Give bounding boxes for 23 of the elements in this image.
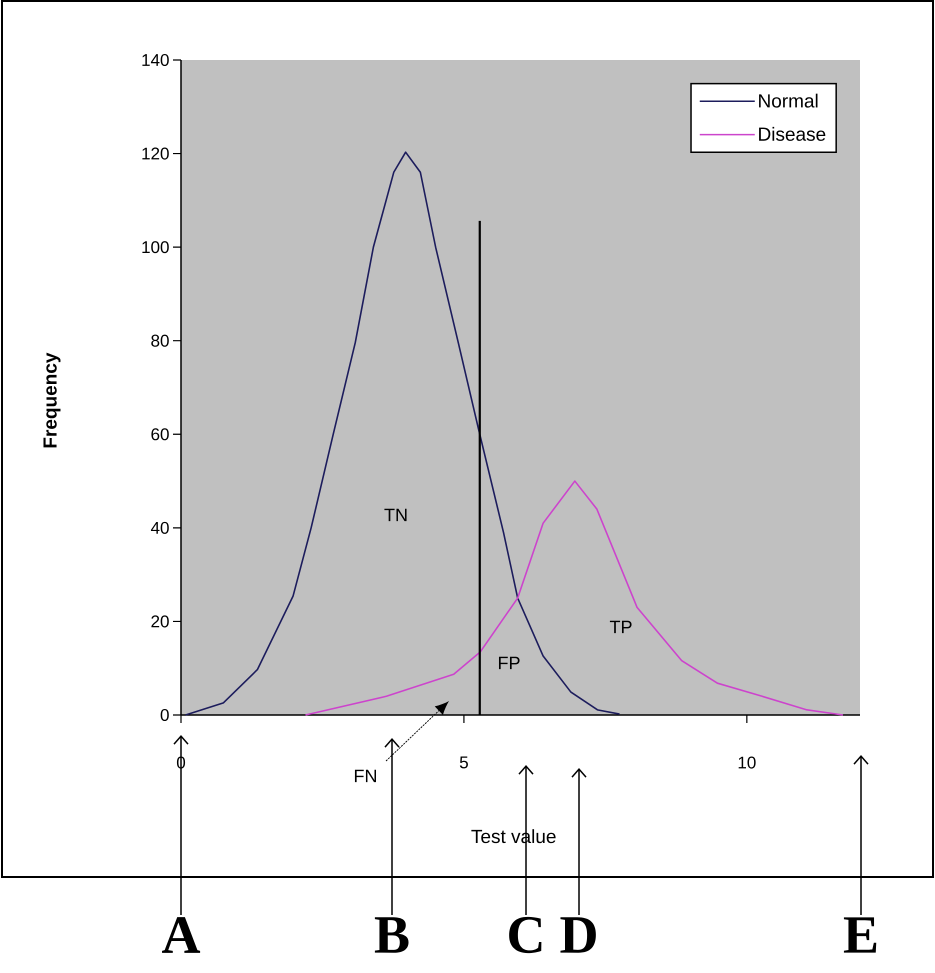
y-tick-label: 80 bbox=[151, 334, 169, 347]
annotation: TN bbox=[384, 508, 407, 522]
legend-label: Normal bbox=[759, 94, 818, 108]
text: E bbox=[844, 917, 876, 953]
legend-label: Disease bbox=[759, 126, 826, 141]
y-tick-label: 100 bbox=[142, 241, 169, 254]
y-tick-label: 140 bbox=[142, 54, 169, 66]
x-tick-label: 10 bbox=[738, 756, 756, 769]
annotation: TP bbox=[610, 620, 632, 634]
annotation: FP bbox=[498, 656, 520, 670]
y-tick-label: 40 bbox=[150, 522, 169, 534]
text: A bbox=[162, 917, 200, 953]
text: D bbox=[560, 917, 596, 953]
line-series bbox=[304, 480, 844, 716]
y-axis-title: Frequency bbox=[43, 352, 60, 448]
x-tick-label: 5 bbox=[460, 756, 468, 768]
y-tick-label: 60 bbox=[151, 428, 169, 440]
text: FN bbox=[354, 770, 376, 782]
y-tick-label: 120 bbox=[142, 148, 169, 160]
text: C bbox=[509, 916, 542, 954]
text: B bbox=[374, 917, 409, 953]
y-tick-label: 0 bbox=[160, 708, 169, 722]
y-tick-label: 20 bbox=[151, 615, 169, 628]
